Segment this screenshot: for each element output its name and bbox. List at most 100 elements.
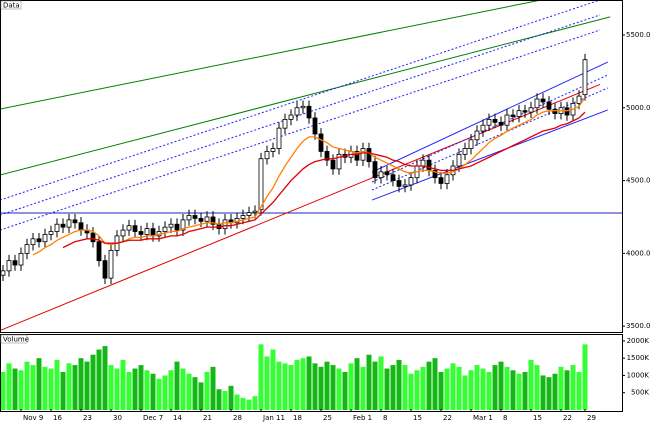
candle-body bbox=[90, 232, 96, 243]
volume-bar bbox=[180, 368, 186, 410]
y-tick-label: 4000.00 bbox=[626, 249, 650, 257]
candle-body bbox=[246, 212, 252, 216]
candle-body bbox=[270, 148, 276, 152]
candle-body bbox=[66, 219, 72, 228]
candle-body bbox=[192, 215, 198, 219]
panel-label: Data bbox=[3, 2, 20, 10]
candle-body bbox=[552, 108, 558, 114]
candle-body bbox=[60, 223, 66, 228]
candle-body bbox=[162, 226, 168, 232]
volume-bar bbox=[120, 359, 126, 410]
candle-body bbox=[102, 260, 108, 279]
candle-body bbox=[462, 148, 468, 155]
x-tick-label: 25 bbox=[323, 414, 332, 422]
candle-body bbox=[180, 219, 186, 231]
volume-bar bbox=[102, 346, 108, 410]
volume-bar bbox=[468, 370, 474, 410]
volume-bar bbox=[198, 382, 204, 410]
volume-bar bbox=[294, 359, 300, 410]
x-tick-label: 21 bbox=[203, 414, 212, 422]
volume-bar bbox=[546, 377, 552, 410]
volume-bar bbox=[192, 377, 198, 410]
x-tick-label: 22 bbox=[443, 414, 452, 422]
volume-bar bbox=[282, 363, 288, 410]
candle-body bbox=[480, 124, 486, 132]
candle-body bbox=[78, 222, 84, 231]
trend-line bbox=[371, 74, 609, 183]
candle-body bbox=[318, 133, 324, 152]
candle-body bbox=[264, 151, 270, 160]
candle-body bbox=[582, 59, 588, 96]
candle-body bbox=[198, 218, 204, 222]
volume-bar bbox=[240, 397, 246, 410]
candle-body bbox=[420, 159, 426, 167]
trend-line bbox=[1, 29, 601, 231]
volume-bar bbox=[42, 366, 48, 410]
volume-bar bbox=[444, 368, 450, 410]
volume-bar bbox=[258, 344, 264, 410]
volume-bar bbox=[312, 363, 318, 410]
volume-bar bbox=[576, 372, 582, 410]
candle-body bbox=[534, 98, 540, 109]
volume-bar bbox=[558, 366, 564, 410]
volume-bar bbox=[1, 372, 6, 410]
volume-bar bbox=[216, 389, 222, 410]
volume-bar bbox=[516, 373, 522, 410]
volume-bar bbox=[276, 361, 282, 410]
x-tick-label: Nov 9 bbox=[23, 414, 43, 422]
candle-body bbox=[54, 223, 60, 232]
volume-bar bbox=[252, 396, 258, 410]
candle-body bbox=[330, 159, 336, 170]
volume-bar bbox=[354, 358, 360, 410]
candle-body bbox=[396, 180, 402, 187]
y-tick-label: 5000.00 bbox=[626, 104, 650, 112]
volume-bar bbox=[138, 365, 144, 410]
volume-bar bbox=[204, 372, 210, 410]
candle-body bbox=[144, 228, 150, 235]
x-tick-label: 18 bbox=[293, 414, 302, 422]
volume-label: Volume bbox=[3, 336, 29, 344]
x-tick-label: 16 bbox=[53, 414, 62, 422]
volume-tick-label: 1500K bbox=[627, 354, 650, 362]
volume-bar bbox=[30, 365, 36, 410]
volume-bar bbox=[450, 363, 456, 410]
volume-bar bbox=[492, 365, 498, 410]
volume-bar bbox=[456, 366, 462, 410]
candle-body bbox=[504, 114, 510, 126]
candle-body bbox=[36, 238, 42, 243]
candle-body bbox=[48, 231, 54, 235]
trend-line bbox=[1, 16, 611, 176]
x-tick-label: Dec 7 bbox=[143, 414, 163, 422]
candle-body bbox=[30, 238, 36, 246]
x-tick-label: 28 bbox=[233, 414, 242, 422]
volume-bar bbox=[498, 361, 504, 410]
candle-body bbox=[384, 171, 390, 176]
candle-body bbox=[546, 101, 552, 110]
volume-bar bbox=[84, 361, 90, 410]
volume-tick-label: 1000K bbox=[627, 371, 650, 379]
volume-bar bbox=[60, 372, 66, 410]
candle-body bbox=[426, 159, 432, 171]
x-tick-label: 30 bbox=[113, 414, 122, 422]
candle-body bbox=[522, 110, 528, 113]
volume-bar bbox=[480, 368, 486, 410]
volume-bar bbox=[306, 356, 312, 410]
volume-bar bbox=[18, 370, 24, 410]
volume-bar bbox=[534, 365, 540, 410]
volume-bar bbox=[462, 375, 468, 410]
volume-bar bbox=[288, 365, 294, 410]
price-plot bbox=[1, 1, 622, 331]
candle-body bbox=[186, 215, 192, 221]
volume-bar bbox=[552, 373, 558, 410]
candle-body bbox=[168, 223, 174, 228]
volume-bar bbox=[264, 356, 270, 410]
volume-bar bbox=[378, 356, 384, 410]
candle-body bbox=[306, 105, 312, 119]
candle-body bbox=[108, 250, 114, 279]
volume-bar bbox=[234, 394, 240, 410]
volume-bar bbox=[348, 363, 354, 410]
candle-body bbox=[204, 216, 210, 222]
candle-body bbox=[378, 171, 384, 179]
volume-bar bbox=[336, 368, 342, 410]
